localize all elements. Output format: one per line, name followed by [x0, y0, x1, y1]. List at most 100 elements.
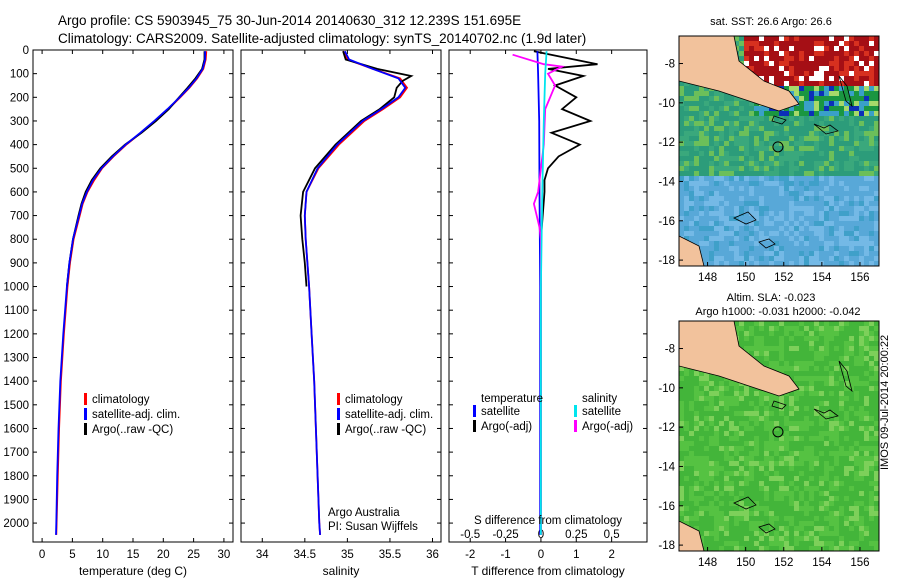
- map-cell: [794, 261, 800, 267]
- map-cell: [784, 51, 790, 57]
- map-cell: [834, 76, 840, 82]
- map-cell: [789, 141, 795, 147]
- map-cell: [859, 341, 865, 347]
- map-cell: [744, 386, 750, 392]
- map-cell: [729, 256, 735, 262]
- map-cell: [804, 396, 810, 402]
- map-cell: [819, 441, 825, 447]
- map-cell: [779, 351, 785, 357]
- map-cell: [834, 321, 840, 327]
- map-cell: [684, 376, 690, 382]
- map-cell: [704, 531, 710, 537]
- map-cell: [819, 221, 825, 227]
- map-cell: [834, 546, 840, 552]
- map-cell: [754, 516, 760, 522]
- map-cell: [704, 516, 710, 522]
- map-cell: [754, 156, 760, 162]
- map-cell: [769, 461, 775, 467]
- map-cell: [814, 541, 820, 547]
- map-cell: [789, 366, 795, 372]
- map-cell: [694, 391, 700, 397]
- map-cell: [814, 506, 820, 512]
- map-cell: [739, 56, 745, 62]
- map-cell: [859, 221, 865, 227]
- map-cell: [754, 446, 760, 452]
- map-cell: [774, 171, 780, 177]
- map-cell: [859, 206, 865, 212]
- map-cell: [869, 186, 875, 192]
- map-cell: [724, 451, 730, 457]
- map-cell: [714, 491, 720, 497]
- map-cell: [784, 261, 790, 267]
- map-cell: [719, 401, 725, 407]
- map-cell: [794, 246, 800, 252]
- map-cell: [839, 91, 845, 97]
- map-cell: [724, 106, 730, 112]
- map-cell: [689, 226, 695, 232]
- map-cell: [699, 466, 705, 472]
- map-cell: [814, 321, 820, 327]
- map-cell: [784, 231, 790, 237]
- map-cell: [784, 531, 790, 537]
- map-cell: [764, 186, 770, 192]
- map-cell: [719, 546, 725, 552]
- map-cell: [814, 446, 820, 452]
- map-cell: [869, 156, 875, 162]
- lat-tick-label: -16: [658, 216, 675, 228]
- map-cell: [734, 176, 740, 182]
- map-cell: [809, 146, 815, 152]
- map-cell: [774, 471, 780, 477]
- map-cell: [839, 111, 845, 117]
- map-cell: [779, 521, 785, 527]
- map-cell: [734, 456, 740, 462]
- map-cell: [869, 236, 875, 242]
- map-cell: [764, 361, 770, 367]
- map-cell: [784, 146, 790, 152]
- map-cell: [814, 166, 820, 172]
- map-cell: [824, 411, 830, 417]
- map-cell: [699, 231, 705, 237]
- map-cell: [704, 171, 710, 177]
- map-cell: [804, 261, 810, 267]
- map-cell: [754, 61, 760, 67]
- map-cell: [779, 356, 785, 362]
- map-cell: [774, 176, 780, 182]
- map-cell: [814, 41, 820, 47]
- map-cell: [759, 341, 765, 347]
- map-cell: [864, 531, 870, 537]
- map-cell: [839, 406, 845, 412]
- map-cell: [809, 106, 815, 112]
- map-cell: [859, 421, 865, 427]
- map-cell: [859, 196, 865, 202]
- map-cell: [784, 351, 790, 357]
- map-cell: [774, 496, 780, 502]
- map-cell: [759, 251, 765, 257]
- map-cell: [789, 466, 795, 472]
- map-cell: [694, 146, 700, 152]
- map-cell: [809, 391, 815, 397]
- map-cell: [789, 546, 795, 552]
- map-cell: [714, 506, 720, 512]
- map-cell: [854, 396, 860, 402]
- map-cell: [874, 86, 880, 92]
- temperature-x-label: temperature (deg C): [79, 564, 187, 578]
- map-cell: [829, 401, 835, 407]
- map-cell: [764, 251, 770, 257]
- map-cell: [749, 181, 755, 187]
- map-cell: [819, 536, 825, 542]
- map-cell: [864, 451, 870, 457]
- map-cell: [809, 131, 815, 137]
- map-cell: [809, 326, 815, 332]
- map-cell: [719, 201, 725, 207]
- map-cell: [829, 391, 835, 397]
- map-cell: [779, 451, 785, 457]
- map-cell: [814, 61, 820, 67]
- map-cell: [704, 491, 710, 497]
- map-cell: [854, 121, 860, 127]
- map-cell: [694, 401, 700, 407]
- map-cell: [789, 126, 795, 132]
- map-cell: [774, 451, 780, 457]
- map-cell: [829, 56, 835, 62]
- map-cell: [704, 91, 710, 97]
